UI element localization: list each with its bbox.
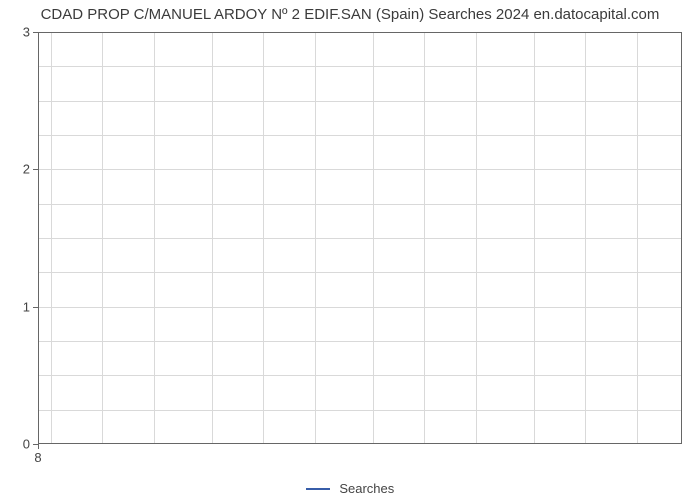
y-tick-label: 0 [23,437,30,452]
gridline-vertical [476,32,477,444]
y-tick-label: 1 [23,299,30,314]
gridline-vertical [51,32,52,444]
plot-area: 01238 [38,32,682,444]
gridline-vertical [315,32,316,444]
gridline-vertical [424,32,425,444]
gridline-vertical [102,32,103,444]
legend-label: Searches [339,481,394,496]
gridline-vertical [585,32,586,444]
legend: Searches [0,480,700,496]
y-tick-mark [33,169,38,170]
x-tick-mark [38,444,39,449]
chart-container: CDAD PROP C/MANUEL ARDOY Nº 2 EDIF.SAN (… [0,0,700,500]
x-tick-label: 8 [34,450,41,465]
y-tick-label: 2 [23,162,30,177]
y-tick-label: 3 [23,25,30,40]
y-tick-mark [33,32,38,33]
gridline-vertical [637,32,638,444]
gridline-vertical [263,32,264,444]
gridline-vertical [212,32,213,444]
legend-swatch [306,488,330,490]
chart-title: CDAD PROP C/MANUEL ARDOY Nº 2 EDIF.SAN (… [0,6,700,23]
gridline-vertical [154,32,155,444]
y-tick-mark [33,307,38,308]
gridline-vertical [534,32,535,444]
gridline-vertical [373,32,374,444]
